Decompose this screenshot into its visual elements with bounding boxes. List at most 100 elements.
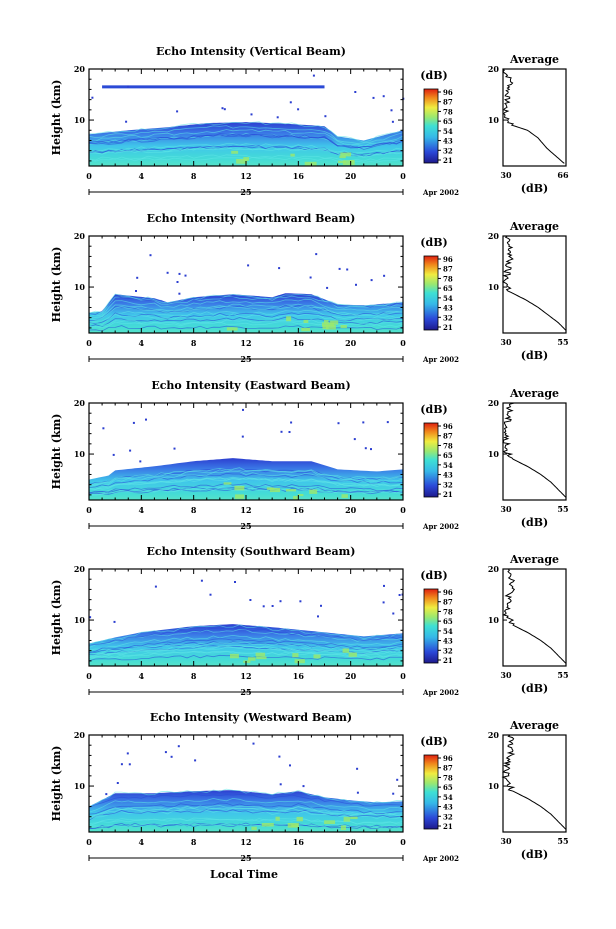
colorbar-tick-label: 43 (443, 471, 453, 480)
echo-texture (88, 312, 404, 325)
noise-dot (209, 593, 212, 596)
y-tick-label: 20 (74, 730, 86, 740)
echo-patch (286, 316, 292, 322)
panel-title: Echo Intensity (Westward Beam) (150, 711, 352, 724)
colorbar-unit: (dB) (420, 735, 447, 748)
noise-dot (278, 267, 281, 270)
panel-1: Echo Intensity (Northward Beam) 0 4 8 12 16 20… (50, 212, 569, 364)
profile-x-tick-label: 30 (500, 836, 512, 846)
noise-dot (113, 620, 116, 623)
echo-patch (330, 320, 339, 325)
x-tick-label: 0 (86, 505, 92, 515)
profile-x-label: (dB) (521, 516, 548, 529)
colorbar-tick-label: 65 (443, 117, 453, 126)
noise-dot (289, 101, 292, 104)
noise-dot (382, 601, 385, 604)
noise-dot (382, 95, 385, 98)
echo-patch (251, 826, 257, 831)
noise-dot (338, 267, 341, 270)
colorbar-tick-label: 54 (443, 793, 453, 802)
y-tick-label: 10 (74, 781, 86, 791)
noise-dot (250, 113, 253, 116)
echo-texture (88, 298, 404, 317)
noise-dot (102, 427, 105, 430)
x-tick-label: 12 (240, 837, 251, 847)
noise-dot (128, 763, 131, 766)
noise-dot (105, 793, 108, 796)
echo-patch (309, 489, 318, 494)
colorbar-unit: (dB) (420, 569, 447, 582)
echo-patch (286, 489, 296, 492)
x-tick-label: 0 (86, 671, 92, 681)
noise-dot (184, 274, 187, 277)
x-tick-label: 8 (191, 671, 197, 681)
colorbar-tick-label: 43 (443, 803, 453, 812)
echo-patch (340, 152, 352, 157)
echo-patch (290, 153, 295, 157)
noise-dot (372, 96, 375, 99)
profile-title: Average (509, 719, 559, 732)
echo-region (89, 624, 403, 666)
noise-dot (112, 453, 115, 456)
profile-x-tick-label: 55 (557, 504, 568, 514)
profile-x-tick-label: 55 (557, 337, 568, 347)
noise-dot (337, 422, 340, 425)
echo-texture (88, 807, 404, 820)
echo-texture (88, 321, 404, 329)
echo-patch (304, 161, 317, 167)
profile-x-tick-label: 55 (557, 836, 568, 846)
day-label: 25 (240, 354, 251, 364)
x-tick-label: 4 (139, 505, 145, 515)
echo-texture (88, 482, 404, 494)
echo-texture (88, 477, 404, 490)
echo-patch (322, 322, 334, 327)
colorbar-tick-label: 21 (443, 323, 453, 332)
profile-y-tick-label: 20 (488, 730, 500, 740)
profile-y-tick-label: 10 (488, 615, 500, 625)
noise-dot (126, 752, 129, 755)
echo-patch (322, 325, 329, 330)
noise-dot (223, 108, 226, 111)
colorbar-tick-label: 87 (443, 432, 453, 441)
date-label: Apr 2002 (422, 188, 459, 197)
x-tick-label: 8 (191, 837, 197, 847)
echo-texture (88, 638, 404, 654)
x-tick-label: 0 (400, 171, 406, 181)
colorbar-tick-label: 96 (443, 422, 453, 431)
noise-dot (370, 279, 373, 282)
noise-dot (136, 276, 139, 279)
echo-texture (88, 121, 404, 143)
x-tick-label: 20 (345, 837, 357, 847)
noise-dot (315, 253, 318, 256)
day-label: 25 (240, 687, 251, 697)
colorbar-tick-label: 54 (443, 461, 453, 470)
panel-title: Echo Intensity (Northward Beam) (147, 212, 356, 225)
profile-y-tick-label: 20 (488, 231, 500, 241)
profile-line (501, 734, 567, 830)
noise-dot (242, 408, 244, 411)
noise-dot (221, 107, 224, 110)
noise-dot (135, 290, 137, 292)
profile-x-tick-label: 30 (500, 504, 512, 514)
noise-dot (288, 431, 291, 433)
echo-patch (292, 653, 299, 658)
echo-patch (343, 816, 351, 822)
y-tick-label: 20 (74, 398, 86, 408)
noise-dot (362, 421, 365, 424)
noise-dot (177, 745, 180, 748)
noise-dot (145, 418, 147, 421)
noise-dot (132, 421, 135, 424)
echo-texture (88, 313, 404, 325)
colorbar-tick-label: 65 (443, 451, 453, 460)
profile-y-tick-label: 10 (488, 781, 500, 791)
noise-dot (116, 782, 119, 784)
y-axis-label: Height (km) (50, 580, 63, 656)
echo-patch (269, 488, 280, 493)
x-tick-label: 4 (139, 171, 145, 181)
upper-echo-layer (102, 85, 325, 89)
noise-dot (326, 286, 329, 289)
x-tick-label: 20 (345, 338, 357, 348)
colorbar-tick-label: 32 (443, 313, 453, 322)
colorbar-tick-label: 87 (443, 598, 453, 607)
noise-dot (129, 449, 132, 452)
